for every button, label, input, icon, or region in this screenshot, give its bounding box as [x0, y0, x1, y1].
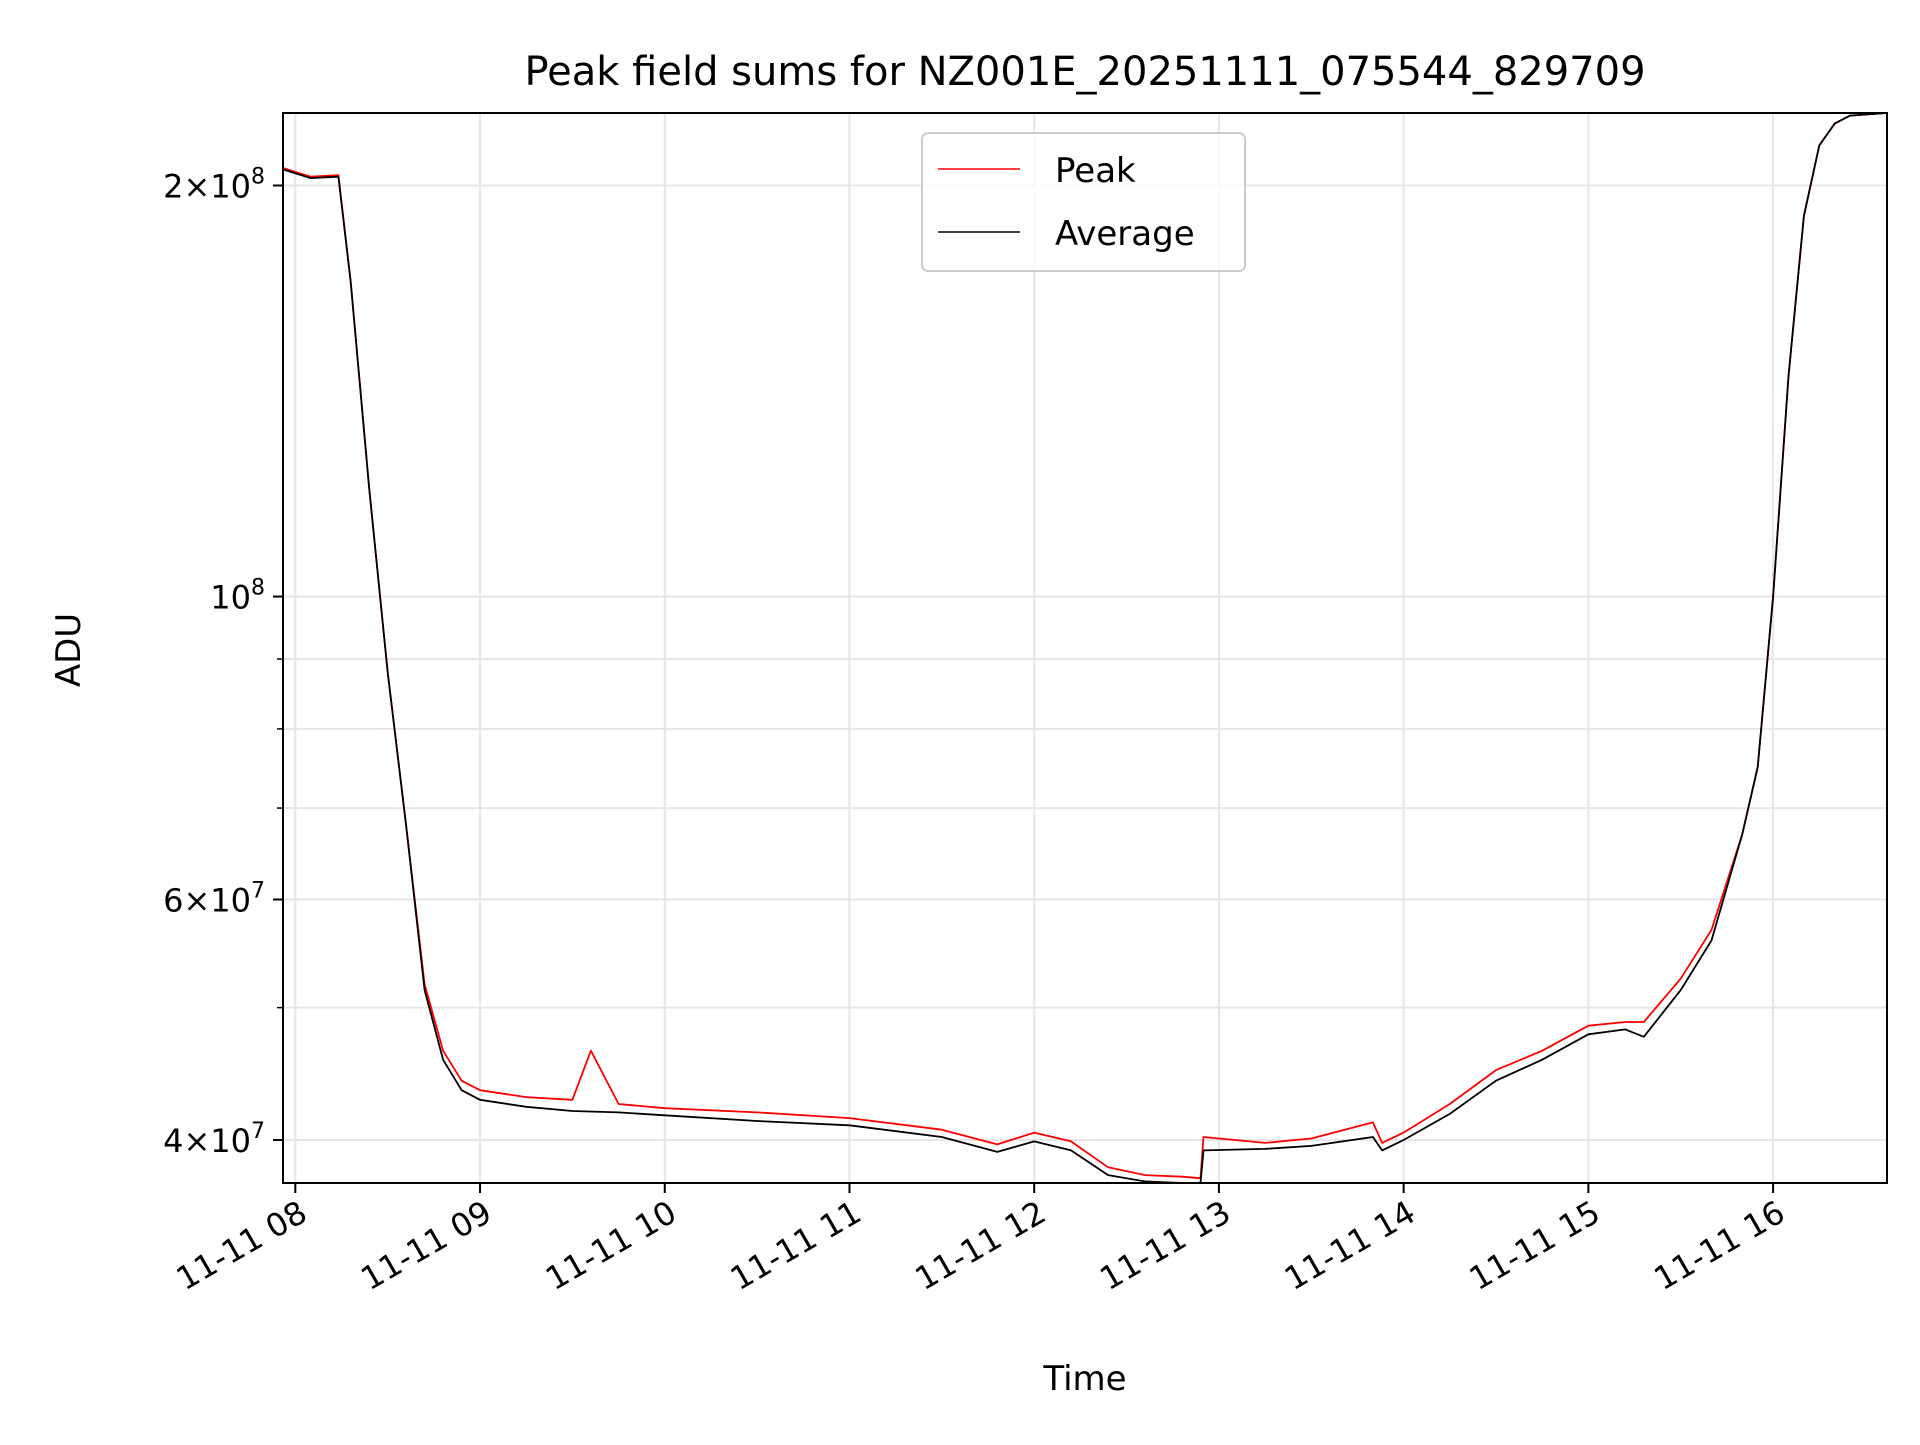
legend-box — [921, 132, 1246, 272]
chart-title: Peak field sums for NZ001E_20251111_0755… — [524, 49, 1645, 95]
y-tick-label: 108 — [210, 576, 265, 617]
y-tick-label: 2×108 — [163, 164, 265, 205]
grid-lines — [283, 113, 1887, 1183]
axes — [273, 112, 1888, 1193]
y-tick-label: 6×107 — [163, 878, 265, 919]
plot-frame — [282, 112, 1888, 1184]
legend-label-average: Average — [1055, 214, 1195, 254]
y-axis-label: ADU — [49, 613, 89, 687]
legend: Peak Average — [921, 132, 1246, 272]
y-tick-label: 4×107 — [163, 1119, 265, 1160]
legend-label-peak: Peak — [1055, 151, 1136, 191]
x-axis-label: Time — [1042, 1359, 1126, 1399]
